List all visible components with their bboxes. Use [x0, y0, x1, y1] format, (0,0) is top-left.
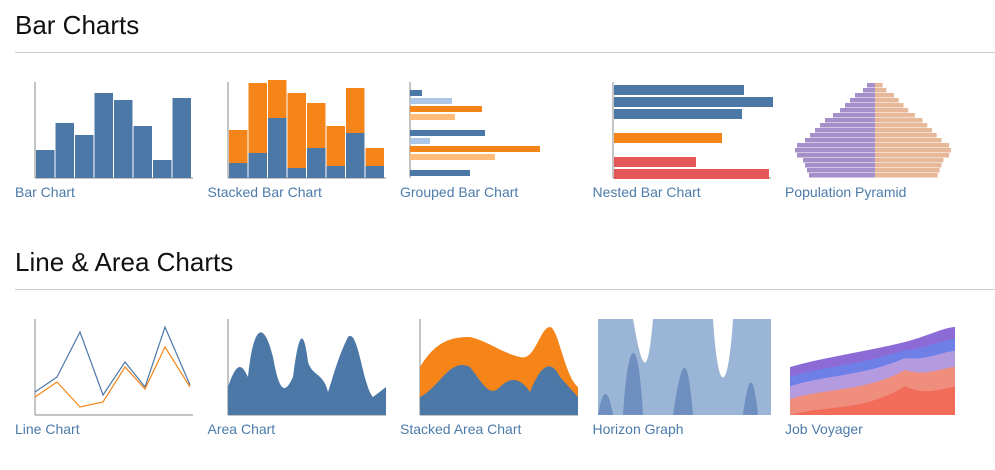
- thumbnail-image[interactable]: [593, 317, 773, 417]
- section-title: Line & Area Charts: [15, 247, 234, 277]
- thumbnail[interactable]: [400, 80, 582, 180]
- thumbnail-image[interactable]: [593, 80, 773, 180]
- thumbnail[interactable]: [208, 80, 390, 180]
- thumbnail[interactable]: [593, 317, 775, 417]
- item-label[interactable]: Nested Bar Chart: [592, 184, 701, 200]
- thumbnail-image[interactable]: [400, 80, 580, 180]
- section-title: Bar Charts: [15, 10, 140, 40]
- item-label[interactable]: Stacked Area Chart: [400, 421, 522, 437]
- thumbnail[interactable]: [593, 80, 775, 180]
- section: Bar Charts Bar Chart Stacked Bar Chart Grou…: [15, 8, 995, 203]
- section: Line & Area Charts Line Chart Area Chart St…: [15, 245, 995, 440]
- thumbnail-image[interactable]: [785, 317, 965, 417]
- thumbnail-image[interactable]: [785, 80, 965, 180]
- thumbnail[interactable]: [15, 80, 197, 180]
- thumbnail-image[interactable]: [208, 80, 388, 180]
- thumbnail[interactable]: [785, 80, 967, 180]
- gallery-item[interactable]: Horizon Graph: [593, 317, 775, 437]
- gallery-item[interactable]: Bar Chart: [15, 80, 197, 200]
- thumbnail-image[interactable]: [400, 317, 580, 417]
- thumbnail[interactable]: [208, 317, 390, 417]
- gallery-item[interactable]: Stacked Area Chart: [400, 317, 582, 437]
- item-row: Line Chart Area Chart Stacked Area Chart Ho…: [15, 290, 995, 440]
- gallery-item[interactable]: Job Voyager: [785, 317, 967, 437]
- gallery-item[interactable]: Nested Bar Chart: [593, 80, 775, 200]
- item-label[interactable]: Stacked Bar Chart: [207, 184, 322, 200]
- thumbnail-image[interactable]: [15, 80, 195, 180]
- divider: [15, 289, 995, 290]
- thumbnail[interactable]: [15, 317, 197, 417]
- item-label[interactable]: Grouped Bar Chart: [400, 184, 519, 200]
- item-label[interactable]: Bar Chart: [15, 184, 75, 200]
- gallery-item[interactable]: Population Pyramid: [785, 80, 967, 200]
- item-label[interactable]: Area Chart: [207, 421, 276, 437]
- gallery-item[interactable]: Grouped Bar Chart: [400, 80, 582, 200]
- thumbnail-image[interactable]: [208, 317, 388, 417]
- thumbnail[interactable]: [785, 317, 967, 417]
- item-label[interactable]: Job Voyager: [785, 421, 863, 437]
- thumbnail-image[interactable]: [15, 317, 195, 417]
- thumbnail[interactable]: [400, 317, 582, 417]
- gallery-item[interactable]: Stacked Bar Chart: [208, 80, 390, 200]
- gallery-item[interactable]: Area Chart: [208, 317, 390, 437]
- item-row: Bar Chart Stacked Bar Chart Grouped Bar Ch…: [15, 53, 995, 203]
- gallery-item[interactable]: Line Chart: [15, 317, 197, 437]
- item-label[interactable]: Horizon Graph: [592, 421, 684, 437]
- item-label[interactable]: Line Chart: [15, 421, 80, 437]
- item-label[interactable]: Population Pyramid: [785, 184, 907, 200]
- divider: [15, 52, 995, 53]
